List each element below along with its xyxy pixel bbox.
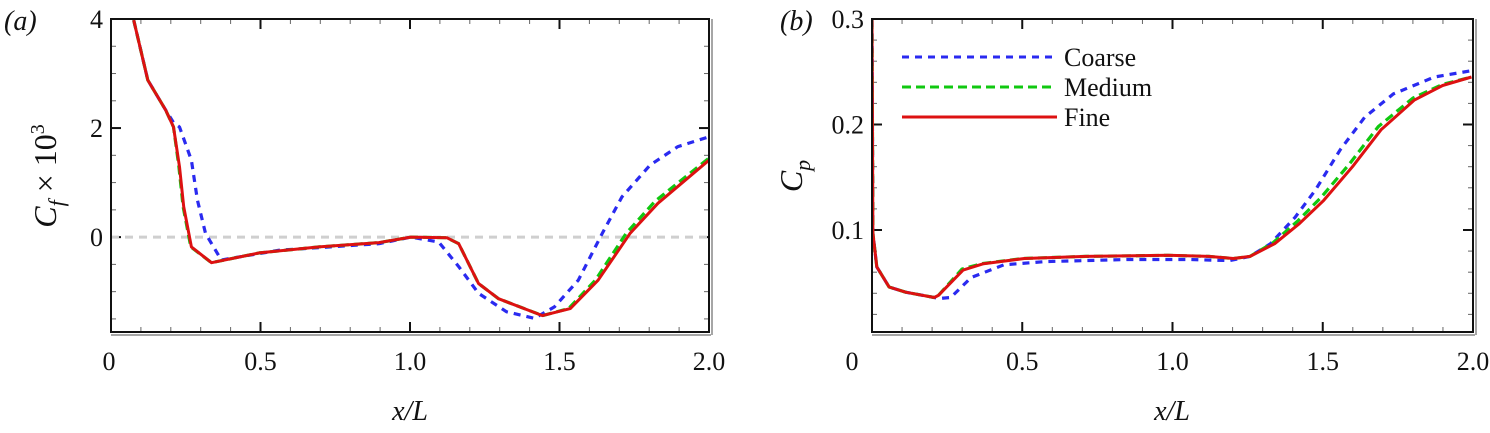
panel-b-legend-coarse-label: Coarse: [1064, 43, 1136, 72]
panel-a-series-coarse-line: [132, 19, 709, 320]
panel-b-xlabel: x/L: [1153, 396, 1190, 427]
panel-b-x-tick-label: 0: [846, 347, 859, 376]
panel-a-series-fine-line: [132, 19, 709, 318]
panel-a-series-medium-line: [132, 19, 709, 318]
panel-a-x-tick-label: 1.5: [543, 347, 576, 376]
panel-b-legend-medium-label: Medium: [1064, 73, 1152, 102]
panel-b-label: (b): [780, 6, 813, 37]
panel-a-y-tick-label: 2: [90, 114, 103, 143]
panel-b-x-tick-label: 0.5: [1006, 347, 1039, 376]
panel-b-y-tick-label: 0.2: [832, 110, 865, 139]
panel-a-y-tick-label: 4: [90, 5, 103, 34]
panel-b-x-tick-label: 1.0: [1156, 347, 1189, 376]
panel-a-label: (a): [4, 6, 37, 37]
panel-a-ylabel: Cf × 103: [27, 124, 69, 228]
panel-b-series-coarse-line: [872, 20, 1472, 301]
panel-a-cf: (a) x/L Cf × 103 0 0.5 1.0 1.5 2.0 0 2 4: [4, 5, 725, 427]
panel-a-y-tick-label: 0: [90, 223, 103, 252]
panel-b-y-tick-label: 0.3: [832, 5, 865, 34]
panel-b-x-tick-label: 1.5: [1307, 347, 1340, 376]
panel-b-legend-fine-label: Fine: [1064, 103, 1110, 132]
panel-a-x-tick-label: 1.0: [394, 347, 427, 376]
panel-a-x-tick-label: 0.5: [244, 347, 277, 376]
panel-b-x-tick-label: 2.0: [1457, 347, 1490, 376]
panel-b-series-fine-line: [872, 20, 1472, 299]
panel-b-cp: (b) x/L Cp 0 0.5 1.0 1.5 2.0 0.1 0.2 0.3 CoarseM…: [773, 5, 1489, 427]
panel-a-x-tick-label: 0: [103, 347, 116, 376]
panel-b-y-tick-label: 0.1: [832, 216, 865, 245]
panel-a-plot-frame: [110, 18, 710, 333]
panel-a-x-tick-label: 2.0: [693, 347, 726, 376]
panel-b-ylabel: Cp: [773, 160, 815, 192]
panel-a-xlabel: x/L: [391, 396, 428, 427]
panel-b-plot-frame: [871, 18, 1474, 333]
